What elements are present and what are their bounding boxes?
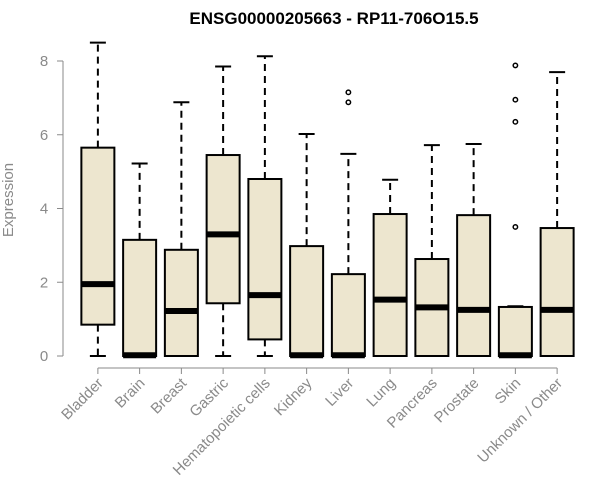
x-tick-label: Skin xyxy=(492,375,525,408)
x-tick-label: Kidney xyxy=(271,374,316,419)
y-tick-label: 2 xyxy=(40,274,48,291)
x-tick-label: Brain xyxy=(112,375,149,412)
boxes-group xyxy=(80,41,575,359)
x-tick-label: Prostate xyxy=(431,375,483,427)
box-iqr xyxy=(205,154,241,305)
outlier-point xyxy=(512,96,519,103)
x-tick-label: Breast xyxy=(148,374,191,417)
outlier-point xyxy=(512,223,519,230)
y-tick-label: 0 xyxy=(40,348,48,365)
box-iqr xyxy=(372,213,408,357)
box-prostate xyxy=(456,142,492,357)
x-tick-label: Lung xyxy=(363,375,399,411)
outlier-point xyxy=(512,62,519,69)
box-iqr xyxy=(163,248,199,357)
outlier-point xyxy=(512,118,519,125)
y-tick-label: 6 xyxy=(40,127,48,144)
box-pancreas xyxy=(414,144,450,357)
box-lung xyxy=(372,178,408,357)
x-tick-label: Liver xyxy=(322,375,357,410)
box-iqr xyxy=(247,178,283,341)
box-brain xyxy=(122,162,158,359)
outlier-point xyxy=(345,89,352,96)
y-axis: 0 2 4 6 8 xyxy=(40,53,64,365)
box-liver xyxy=(330,89,366,359)
outlier-point xyxy=(345,99,352,106)
x-tick-label: Bladder xyxy=(58,375,107,424)
box-bladder xyxy=(80,41,116,357)
box-iqr xyxy=(497,305,533,357)
box-iqr xyxy=(289,245,325,357)
y-axis-label: Expression xyxy=(0,163,17,237)
box-gastric xyxy=(205,65,241,357)
y-tick-label: 4 xyxy=(40,201,48,218)
box-unknown-other xyxy=(539,71,575,357)
box-breast xyxy=(163,101,199,357)
box-iqr xyxy=(330,273,366,358)
box-iqr xyxy=(539,227,575,357)
chart-title: ENSG00000205663 - RP11-706O15.5 xyxy=(189,9,478,28)
box-iqr xyxy=(122,238,158,357)
box-kidney xyxy=(289,133,325,359)
box-iqr xyxy=(80,146,116,326)
box-iqr xyxy=(456,214,492,357)
box-hematopoietic-cells xyxy=(247,55,283,357)
box-skin xyxy=(497,62,533,359)
y-tick-label: 8 xyxy=(40,53,48,70)
